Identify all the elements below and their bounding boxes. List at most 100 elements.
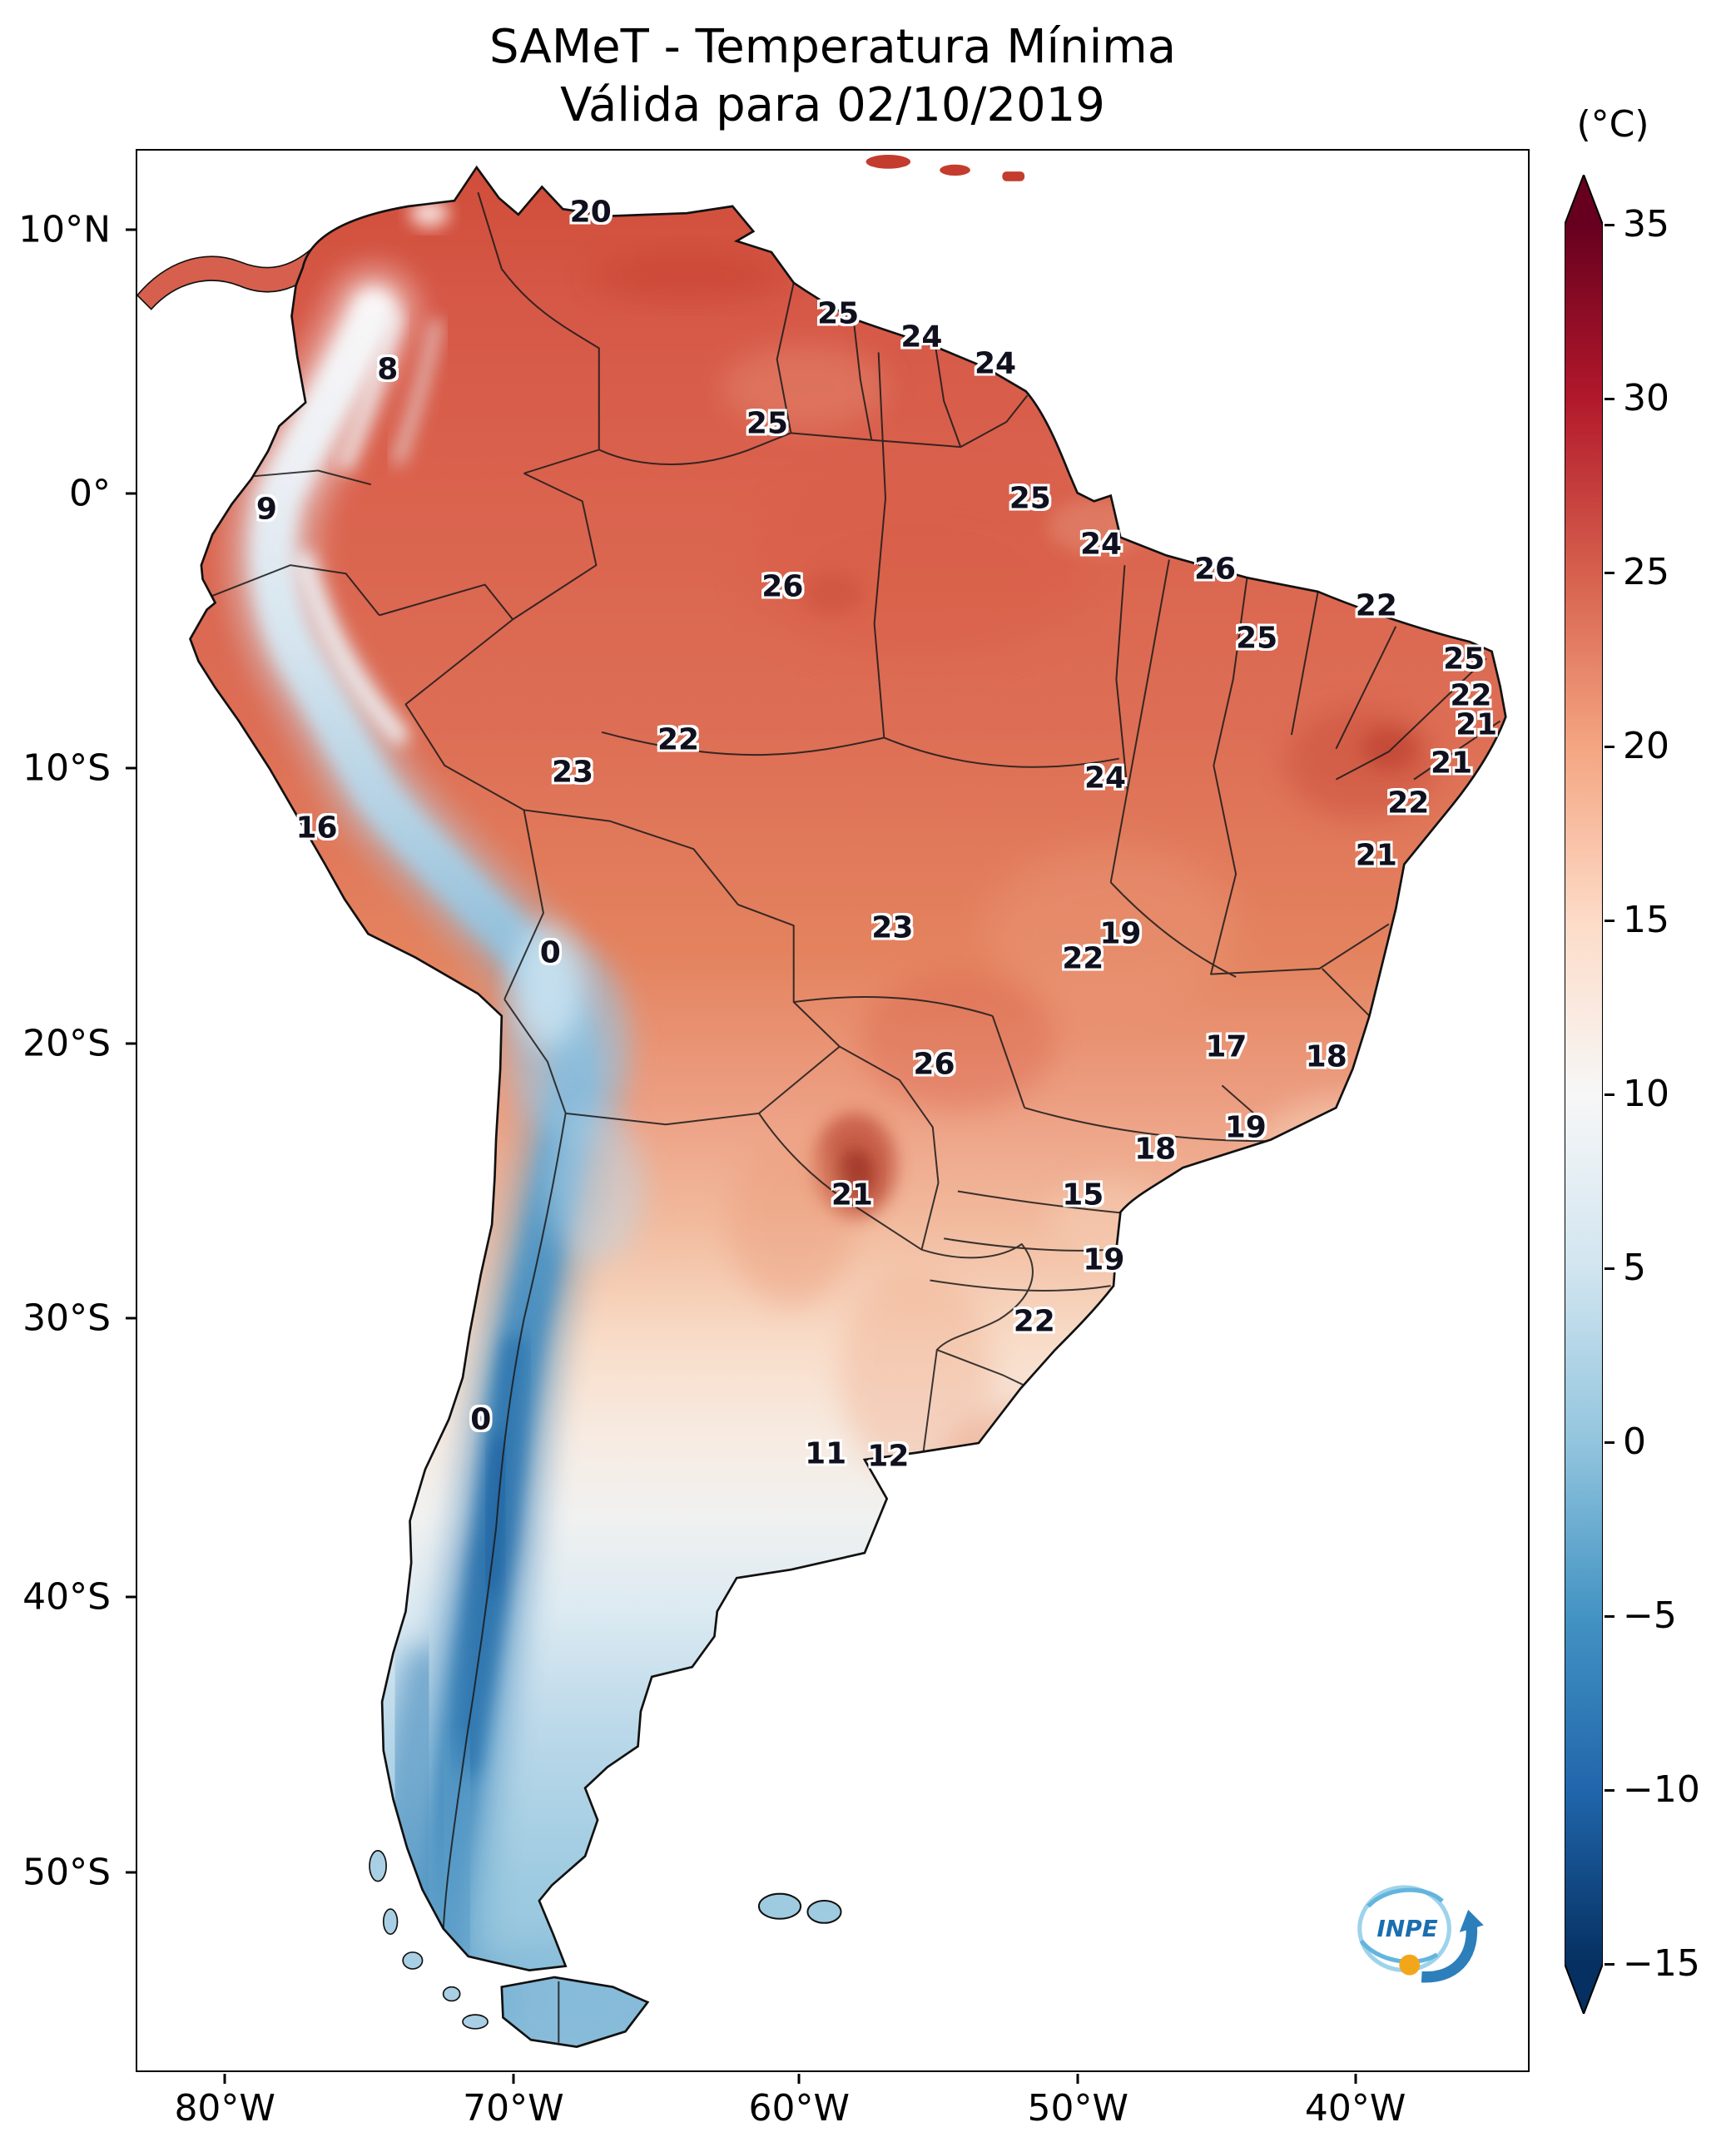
temperature-value-label: 0 [470, 1402, 492, 1437]
y-axis-tickmark [126, 492, 136, 495]
temperature-value-label: 22 [1450, 678, 1492, 713]
colorbar-tick: 20 [1605, 728, 1669, 765]
temperature-value-label: 25 [1236, 621, 1278, 656]
colorbar-tick-label: 20 [1623, 725, 1669, 767]
colorbar-tick-label: 25 [1623, 551, 1669, 593]
temperature-value-label: 21 [831, 1178, 873, 1212]
falkland-islands [757, 1892, 842, 1924]
y-axis-tick-label: 20°S [22, 1022, 111, 1065]
temperature-value-label: 23 [871, 910, 914, 945]
temperature-value-label: 21 [1431, 746, 1473, 781]
colorbar-tick: −5 [1605, 1598, 1677, 1634]
temperature-value-label: 23 [551, 755, 594, 790]
colorbar-tick: 0 [1605, 1424, 1646, 1460]
inpe-logo-orange-dot [1399, 1954, 1421, 1976]
temperature-value-label: 18 [1134, 1132, 1177, 1167]
temperature-value-label: 24 [974, 346, 1017, 381]
temperature-value-label: 25 [1443, 642, 1486, 677]
x-axis-tickmark [1076, 2074, 1079, 2084]
y-axis-tick-label: 50°S [22, 1851, 111, 1894]
y-axis-tickmark [126, 1595, 136, 1599]
y-axis-tickmark [126, 1042, 136, 1045]
temperature-value-label: 25 [817, 296, 860, 331]
y-axis-tick-label: 0° [69, 472, 111, 515]
colorbar-tick-label: 0 [1623, 1421, 1646, 1463]
colorbar-tick-label: 30 [1623, 377, 1669, 419]
x-axis-tickmark [512, 2074, 515, 2084]
y-axis-tickmark [126, 766, 136, 770]
latitude-axis: 10°N 0° 10°S 20°S 30°S 40°S 50°S [0, 149, 136, 2072]
south-america-temperature-map [137, 155, 1507, 2048]
y-axis-tickmark [126, 1871, 136, 1874]
temperature-value-label: 22 [1062, 941, 1104, 976]
colorbar-tick: 10 [1605, 1076, 1669, 1113]
colorbar-tick: −10 [1605, 1772, 1700, 1808]
x-axis-tickmark [223, 2074, 226, 2084]
chilean-archipelago [369, 1850, 489, 2030]
temperature-value-label: 24 [1084, 761, 1127, 796]
colorbar-tick-label: −15 [1623, 1942, 1700, 1985]
colorbar-tickmark [1605, 1267, 1614, 1270]
inpe-logo-arrow [1421, 1926, 1478, 1983]
x-axis-tickmark [797, 2074, 801, 2084]
x-axis-tick-label: 50°W [1027, 2087, 1129, 2130]
temperature-value-label: 26 [913, 1047, 955, 1082]
colorbar [1565, 175, 1603, 2014]
temperature-value-label: 25 [1009, 481, 1051, 516]
colorbar-arrow-top [1565, 175, 1603, 225]
temperature-value-label: 26 [1193, 552, 1237, 587]
country-and-state-borders [211, 191, 1501, 2043]
colorbar-tick-label: −5 [1623, 1594, 1677, 1637]
caribbean-islands [866, 155, 1025, 181]
temperature-value-label: 18 [1305, 1039, 1347, 1074]
y-axis-tickmark [126, 1316, 136, 1320]
colorbar-tickmark [1605, 223, 1614, 226]
colorbar-tick: −15 [1605, 1946, 1700, 1982]
y-axis-tick-label: 30°S [22, 1297, 111, 1340]
longitude-axis: 80°W 70°W 60°W 50°W 40°W [136, 2074, 1530, 2140]
temperature-value-label: 22 [1387, 786, 1430, 821]
colorbar-tickmark [1605, 1614, 1614, 1618]
colorbar-tick-label: 10 [1623, 1073, 1669, 1115]
colorbar-tickmark [1605, 1440, 1614, 1444]
x-axis-tickmark [1354, 2074, 1357, 2084]
x-axis-tick-label: 60°W [748, 2087, 851, 2130]
temperature-value-label: 19 [1099, 916, 1142, 951]
colorbar-gradient [1565, 225, 1603, 1964]
temperature-value-label: 9 [255, 492, 277, 527]
temperature-value-label: 16 [295, 811, 338, 845]
x-axis-tick-label: 70°W [463, 2087, 564, 2130]
temperature-value-label: 26 [761, 569, 804, 604]
temperature-value-label: 24 [900, 320, 943, 355]
colorbar-tick: 30 [1605, 380, 1669, 417]
colorbar-tickmark [1605, 1788, 1614, 1792]
temperature-value-label: 8 [377, 352, 399, 387]
colorbar-tick: 5 [1605, 1250, 1646, 1287]
temperature-value-label: 19 [1083, 1242, 1125, 1277]
colorbar-tick-label: −10 [1623, 1768, 1700, 1811]
temperature-value-label: 21 [1456, 707, 1498, 742]
colorbar-tick-label: 35 [1623, 203, 1669, 245]
inpe-logo: INPE [1357, 1885, 1484, 1983]
colorbar-tickmark [1605, 397, 1614, 400]
chart-title: SAMeT - Temperatura Mínima [489, 20, 1177, 74]
chart-subtitle: Válida para 02/10/2019 [560, 78, 1105, 132]
colorbar-tickmark [1605, 745, 1614, 748]
colorbar-tick-label: 15 [1623, 899, 1669, 941]
colorbar-arrow-bottom [1565, 1964, 1603, 2014]
colorbar-tickmark [1605, 1962, 1614, 1966]
temperature-value-label: 12 [867, 1439, 910, 1474]
temperature-value-label: 15 [1062, 1178, 1104, 1212]
temperature-value-label: 24 [1079, 527, 1123, 562]
temperature-value-label: 0 [539, 935, 561, 970]
colorbar-tick: 35 [1605, 206, 1669, 243]
colorbar-tick: 15 [1605, 902, 1669, 939]
colorbar-tickmark [1605, 1093, 1614, 1096]
y-axis-tick-label: 10°N [18, 208, 111, 251]
map-plot-area: 20 25 24 24 8 25 9 25 24 26 26 22 25 25 22 21 22 23 24 21 22… [136, 149, 1530, 2072]
colorbar-tickmark [1605, 571, 1614, 574]
temperature-value-label: 20 [569, 195, 612, 230]
temperature-value-label: 22 [657, 722, 700, 757]
temperature-value-label: 19 [1224, 1110, 1267, 1145]
temperature-value-label: 22 [1355, 588, 1397, 623]
